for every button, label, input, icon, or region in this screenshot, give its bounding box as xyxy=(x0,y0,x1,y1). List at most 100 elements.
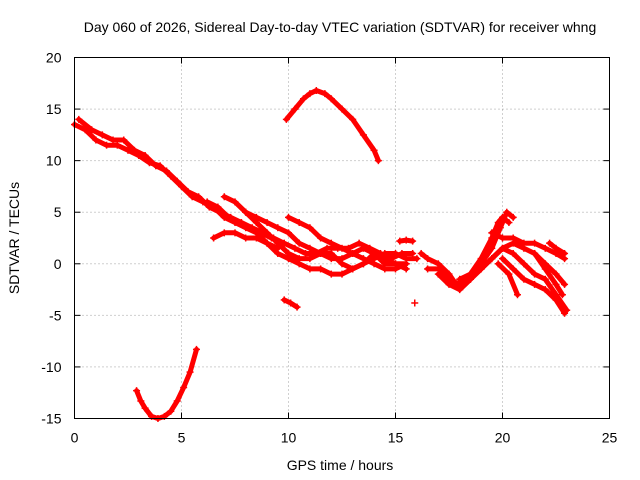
data-point xyxy=(541,286,549,294)
data-point xyxy=(295,239,303,247)
data-point xyxy=(552,270,560,278)
data-point xyxy=(456,286,464,294)
data-point xyxy=(456,275,464,283)
x-tick-label: 0 xyxy=(71,430,79,446)
data-point xyxy=(246,224,254,232)
data-point xyxy=(552,296,560,304)
data-point xyxy=(359,131,367,139)
data-point xyxy=(285,213,292,221)
data-point xyxy=(141,151,149,159)
data-point xyxy=(163,167,171,175)
data-point xyxy=(192,345,200,353)
data-point xyxy=(98,131,106,139)
data-point xyxy=(338,105,346,113)
data-point xyxy=(267,234,275,242)
data-point xyxy=(505,270,513,278)
data-point xyxy=(338,244,346,252)
data-point xyxy=(263,219,271,227)
y-tick-label: 10 xyxy=(46,153,62,169)
data-point xyxy=(141,404,149,412)
data-point xyxy=(505,219,513,227)
data-point xyxy=(396,237,404,245)
data-point xyxy=(242,234,250,242)
data-point xyxy=(509,249,517,257)
data-point xyxy=(558,291,566,299)
data-point xyxy=(317,234,325,242)
data-point xyxy=(306,255,314,263)
data-point xyxy=(561,249,569,257)
data-point xyxy=(411,299,419,307)
data-point xyxy=(180,384,188,392)
data-point xyxy=(466,270,474,278)
data-point xyxy=(445,280,453,288)
series-track-18 xyxy=(282,87,382,165)
data-point xyxy=(231,229,239,237)
data-point xyxy=(327,239,335,247)
data-point xyxy=(509,265,517,273)
data-point xyxy=(552,280,560,288)
data-point xyxy=(306,265,314,273)
data-point xyxy=(235,219,243,227)
data-point xyxy=(531,270,539,278)
y-axis-label: SDTVAR / TECUs xyxy=(6,182,22,294)
y-tick-label: 15 xyxy=(46,101,62,117)
data-point xyxy=(561,309,569,317)
data-point xyxy=(133,387,141,395)
data-point xyxy=(488,244,496,252)
series-track-19 xyxy=(280,296,301,311)
data-point xyxy=(282,115,290,123)
series-trace xyxy=(283,88,381,164)
data-point xyxy=(434,270,442,278)
data-point xyxy=(531,239,539,247)
data-point xyxy=(541,260,549,268)
data-point xyxy=(552,244,560,252)
data-point xyxy=(88,126,96,134)
data-point xyxy=(263,239,271,247)
series-isolated xyxy=(411,299,419,307)
y-tick-label: 5 xyxy=(54,204,62,220)
data-point xyxy=(413,255,421,263)
data-point xyxy=(220,193,228,201)
data-point xyxy=(541,275,549,283)
data-point xyxy=(195,193,203,201)
series-track-16 xyxy=(531,249,569,288)
y-tick-label: -10 xyxy=(41,359,61,375)
data-point xyxy=(252,213,260,221)
data-point xyxy=(285,229,292,237)
data-point xyxy=(494,260,502,268)
tick-labels: 0 5 10 15 20 25 -15 -10 -5 0 5 10 15 20 xyxy=(41,50,617,446)
data-point xyxy=(327,95,335,103)
x-axis-label: GPS time / hours xyxy=(287,457,394,473)
series-track-5 xyxy=(285,213,410,273)
data-point xyxy=(338,255,346,263)
series-trace xyxy=(243,209,409,267)
data-point xyxy=(252,234,260,242)
series-track-17 xyxy=(546,239,569,257)
data-point xyxy=(306,244,314,252)
data-point xyxy=(323,244,331,252)
data-point xyxy=(531,249,539,257)
data-point xyxy=(291,105,299,113)
data-point xyxy=(496,224,504,232)
data-point xyxy=(509,234,517,242)
data-series xyxy=(71,87,571,422)
x-tick-label: 10 xyxy=(281,430,297,446)
data-point xyxy=(274,244,282,252)
data-point xyxy=(75,115,83,123)
data-point xyxy=(381,265,389,273)
data-point xyxy=(327,255,335,263)
data-point xyxy=(285,249,292,257)
y-tick-label: 0 xyxy=(54,256,62,272)
data-point xyxy=(513,291,521,299)
data-point xyxy=(293,303,301,311)
data-point xyxy=(499,255,506,263)
data-point xyxy=(291,244,299,252)
data-point xyxy=(499,244,506,252)
data-point xyxy=(274,224,282,232)
data-point xyxy=(477,260,485,268)
data-point xyxy=(312,87,320,95)
series-track-8 xyxy=(396,236,417,245)
x-tick-label: 5 xyxy=(178,430,186,446)
data-point xyxy=(317,249,325,257)
data-point xyxy=(280,239,288,247)
